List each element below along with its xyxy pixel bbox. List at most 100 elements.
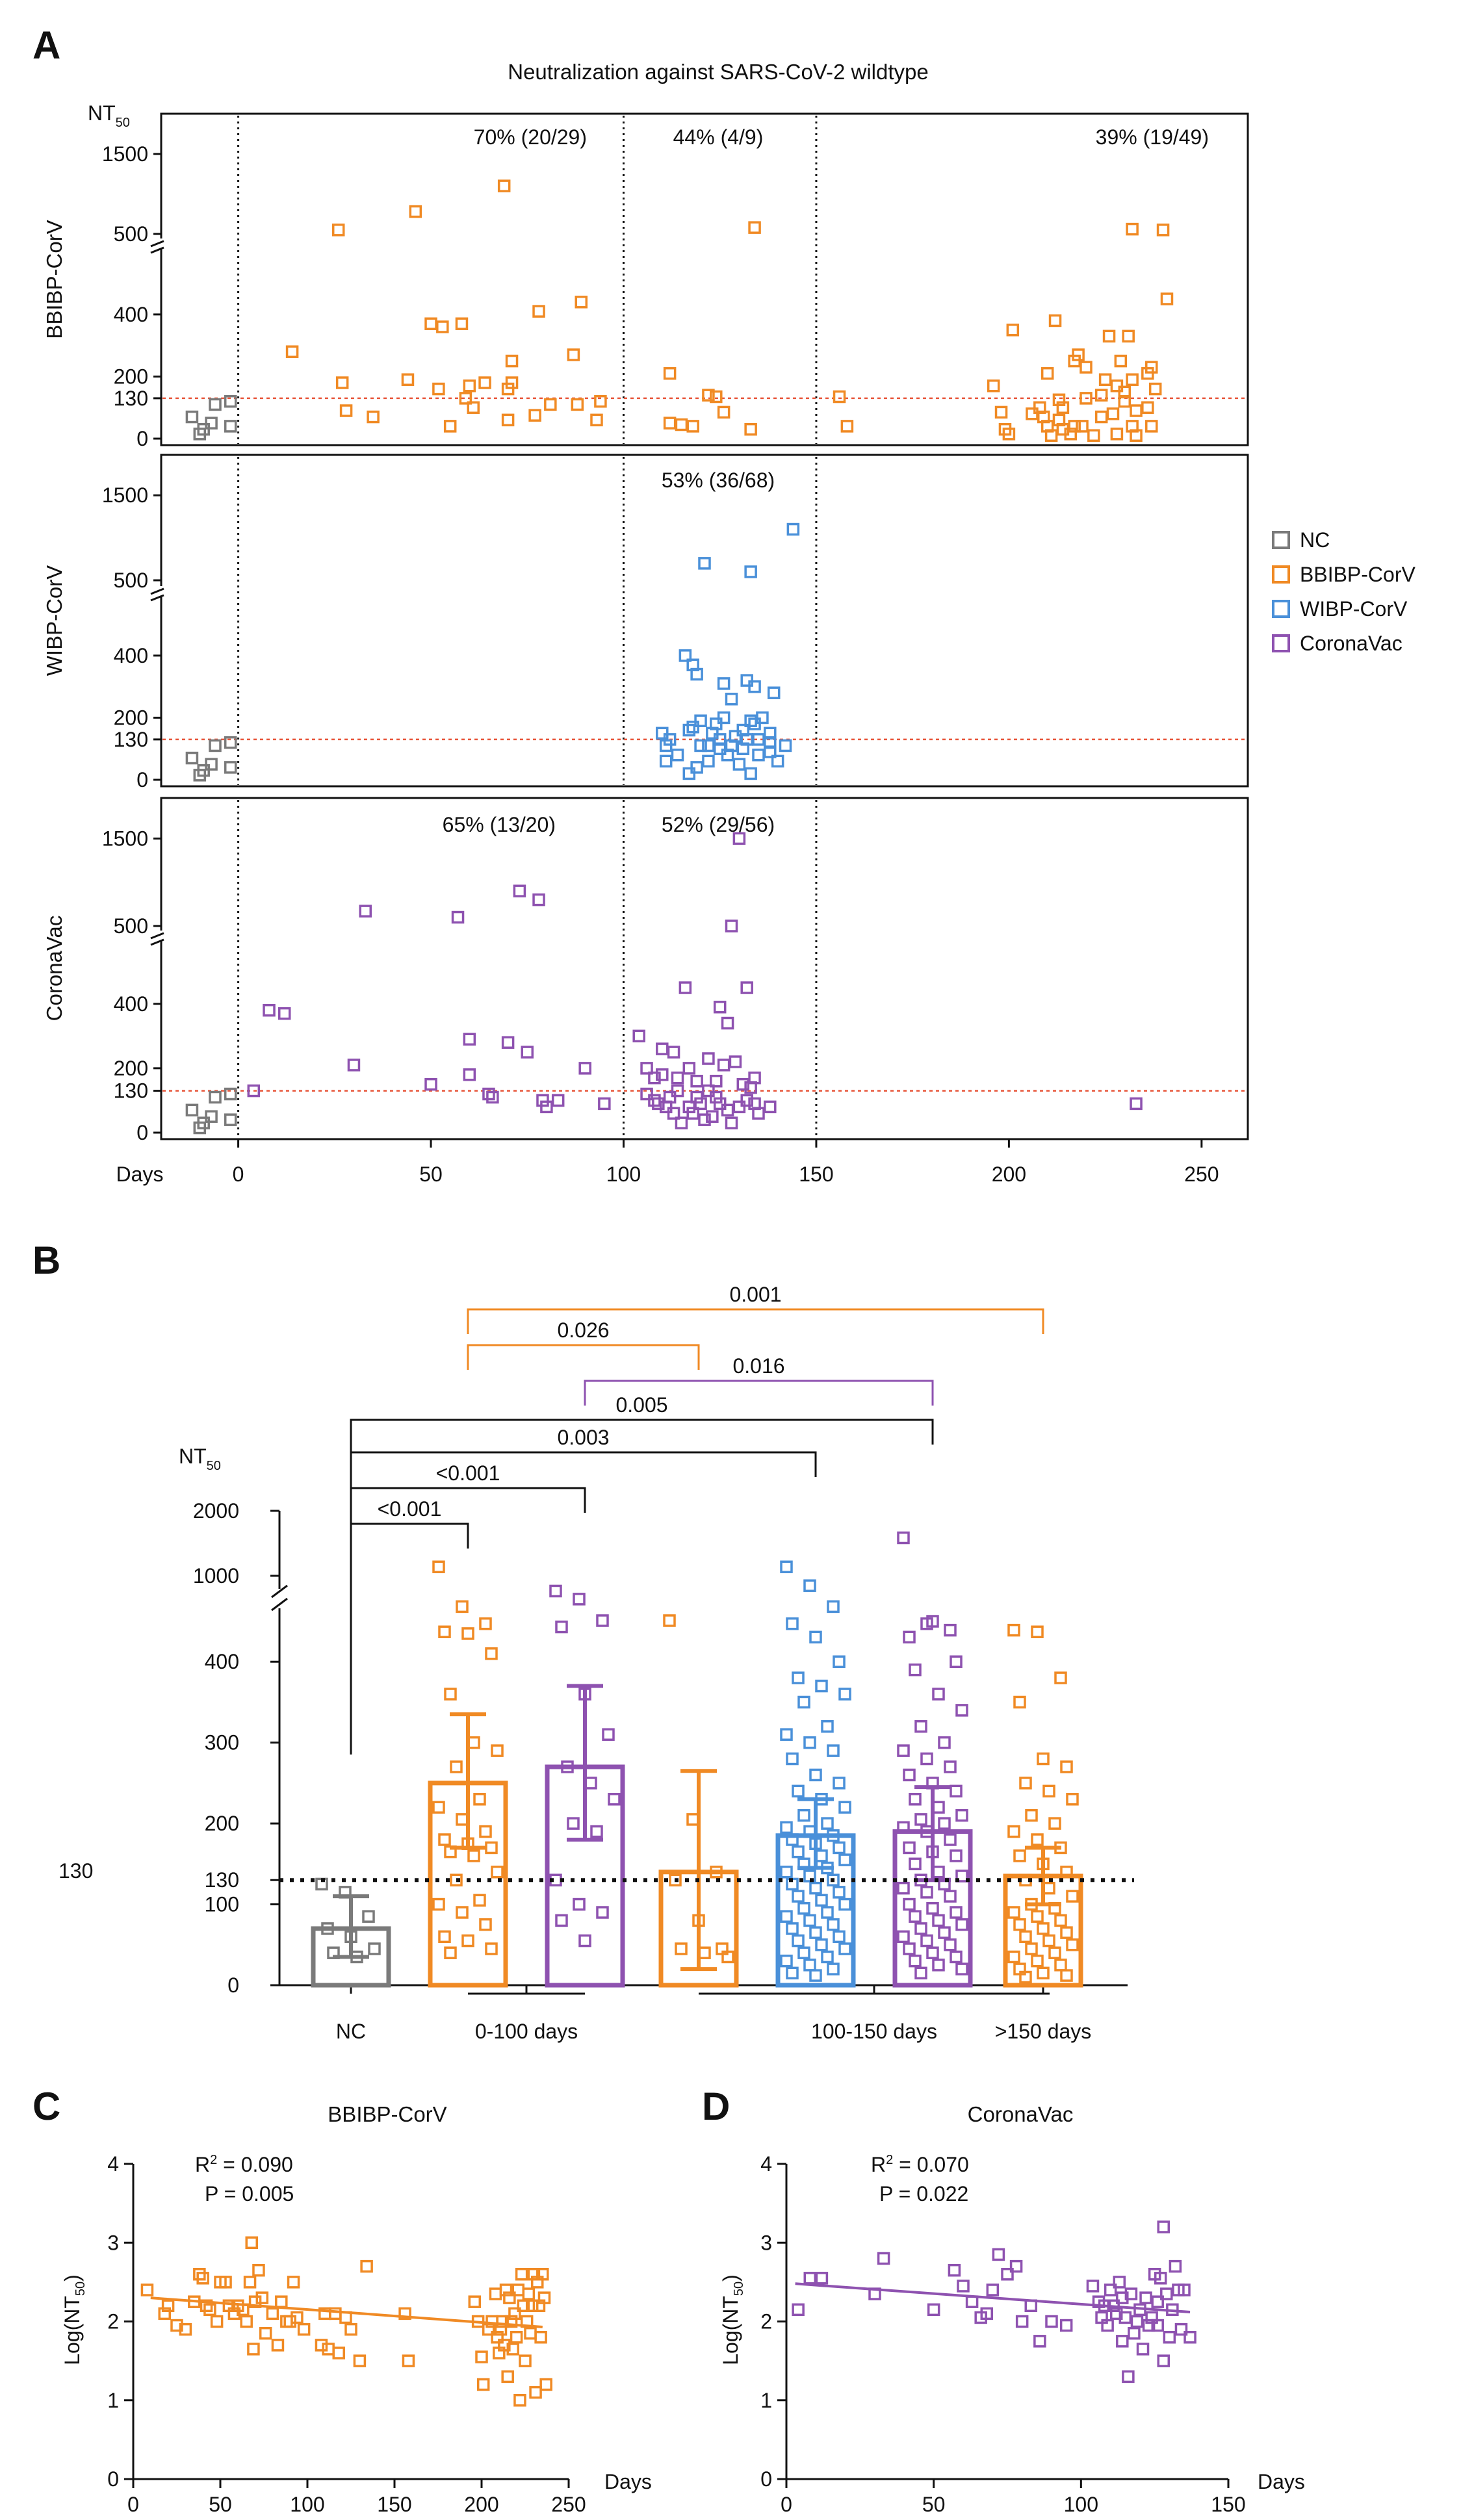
panel-b-point <box>1048 1902 1061 1915</box>
panel-d-x-axis-label: Days <box>1258 2470 1305 2493</box>
panel-b-point <box>1048 1946 1061 1959</box>
panel-b-point <box>838 1688 851 1701</box>
panel-a-point-nc <box>209 1090 222 1104</box>
panel-a-point <box>598 1097 611 1111</box>
panel-c-y-tick-label: 1 <box>107 2389 119 2412</box>
panel-b-comparison-bracket <box>350 1451 817 1477</box>
panel-a-point <box>432 382 445 396</box>
panel-c-point <box>489 2287 502 2300</box>
panel-a-point <box>540 1100 553 1114</box>
panel-b-point <box>467 1736 480 1749</box>
panel-a-point <box>702 754 715 768</box>
panel-a-point <box>335 376 349 389</box>
panel-b-threshold-label: 130 <box>58 1859 93 1883</box>
panel-b-point <box>827 1600 840 1614</box>
panel-b-point <box>932 1866 945 1879</box>
panel-b-point <box>1060 1969 1073 1982</box>
panel-b-point <box>368 1942 381 1955</box>
panel-a-point <box>682 1100 696 1114</box>
panel-c-point <box>280 2315 293 2328</box>
panel-a-x-tick-label: 0 <box>233 1163 244 1186</box>
panel-b-y-tick-label: 400 <box>205 1650 239 1673</box>
panel-a-point <box>1148 382 1162 396</box>
panel-d-y-tick-label: 3 <box>760 2231 772 2254</box>
panel-a-axis-break <box>150 240 164 248</box>
panel-b-point <box>920 1752 933 1766</box>
panel-d-point <box>1154 2272 1167 2285</box>
panel-b-point <box>1054 1841 1067 1855</box>
panel-a-point <box>721 1103 734 1117</box>
panel-b-point <box>955 1918 968 1931</box>
panel-a-point-nc <box>205 417 218 430</box>
panel-b-point <box>932 1914 945 1927</box>
panel-a-point <box>1156 224 1170 237</box>
panel-b-point <box>833 1655 846 1668</box>
panel-a-point-nc <box>224 761 237 774</box>
panel-c-point <box>158 2307 171 2321</box>
panel-a-point <box>1006 324 1020 337</box>
panel-b-point <box>549 1584 562 1598</box>
panel-a-point <box>1102 329 1116 343</box>
panel-b-point <box>780 1728 793 1741</box>
panel-c-p-value: P = 0.005 <box>205 2182 294 2205</box>
panel-d-point <box>1183 2331 1196 2344</box>
panel-b-point <box>914 1922 927 1935</box>
panel-a-point <box>656 1042 669 1055</box>
panel-a-y-tick-label: 200 <box>114 1057 148 1080</box>
panel-a-x-tick-label: 150 <box>799 1163 833 1186</box>
panel-a-point <box>1145 361 1158 374</box>
panel-b-point <box>903 1630 916 1644</box>
panel-b-point <box>792 1845 805 1858</box>
panel-c-point <box>525 2299 539 2312</box>
panel-b-point <box>827 1918 840 1931</box>
panel-b-point <box>903 1841 916 1855</box>
panel-d-point <box>927 2303 940 2317</box>
panel-a-point <box>710 1090 723 1104</box>
panel-a-x-tick-label: 250 <box>1184 1163 1219 1186</box>
panel-c-x-tick-label: 150 <box>377 2493 411 2516</box>
panel-b-point <box>950 1906 963 1919</box>
panel-a-point <box>732 1100 746 1114</box>
panel-b-group-label: >150 days <box>995 2020 1092 2043</box>
panel-b-point <box>797 1695 810 1709</box>
legend-marker-wibp <box>1272 600 1290 618</box>
panel-a-point <box>744 767 757 780</box>
panel-d-point <box>957 2280 970 2293</box>
panel-a-point <box>663 733 677 746</box>
panel-a-point <box>690 1074 703 1088</box>
panel-d-regression-line <box>795 2282 1191 2313</box>
panel-b-point <box>473 1894 486 1907</box>
panel-c-point <box>297 2322 311 2336</box>
panel-c-x-tick-label: 100 <box>290 2493 324 2516</box>
panel-b-point <box>321 1922 334 1935</box>
panel-c-point <box>522 2287 536 2300</box>
panel-a-point <box>1041 366 1054 380</box>
panel-a-y-tick-label: 0 <box>136 427 148 450</box>
panel-b-point <box>1037 1922 1050 1935</box>
panel-a-point <box>702 389 715 402</box>
panel-a-point <box>1044 429 1058 442</box>
panel-c-point <box>517 2299 530 2312</box>
panel-c-point <box>170 2319 183 2332</box>
panel-b-point <box>938 1817 951 1830</box>
panel-d-point <box>1001 2268 1014 2281</box>
panel-b-point <box>950 1655 963 1668</box>
panel-c-point <box>513 2394 526 2407</box>
panel-a-point <box>443 420 457 433</box>
panel-d-plot: 0 1 2 3 4 0 50 100 150 <box>760 2152 1245 2516</box>
panel-b-point <box>456 1813 469 1826</box>
panel-d-point <box>986 2283 1000 2296</box>
panel-a-point <box>536 1094 549 1107</box>
panel-a-point <box>659 754 673 768</box>
panel-b-point <box>561 1760 574 1773</box>
panel-a-point <box>463 1068 476 1081</box>
legend-label-bbibp: BBIBP-CorV <box>1300 563 1416 586</box>
panel-d-point <box>1045 2315 1058 2328</box>
panel-a-axis-break <box>150 587 164 595</box>
panel-b-point <box>573 1897 586 1911</box>
panel-d-point <box>980 2307 994 2321</box>
panel-d-point <box>1174 2322 1188 2336</box>
panel-a-point <box>779 739 792 752</box>
panel-b-point <box>827 1873 840 1886</box>
